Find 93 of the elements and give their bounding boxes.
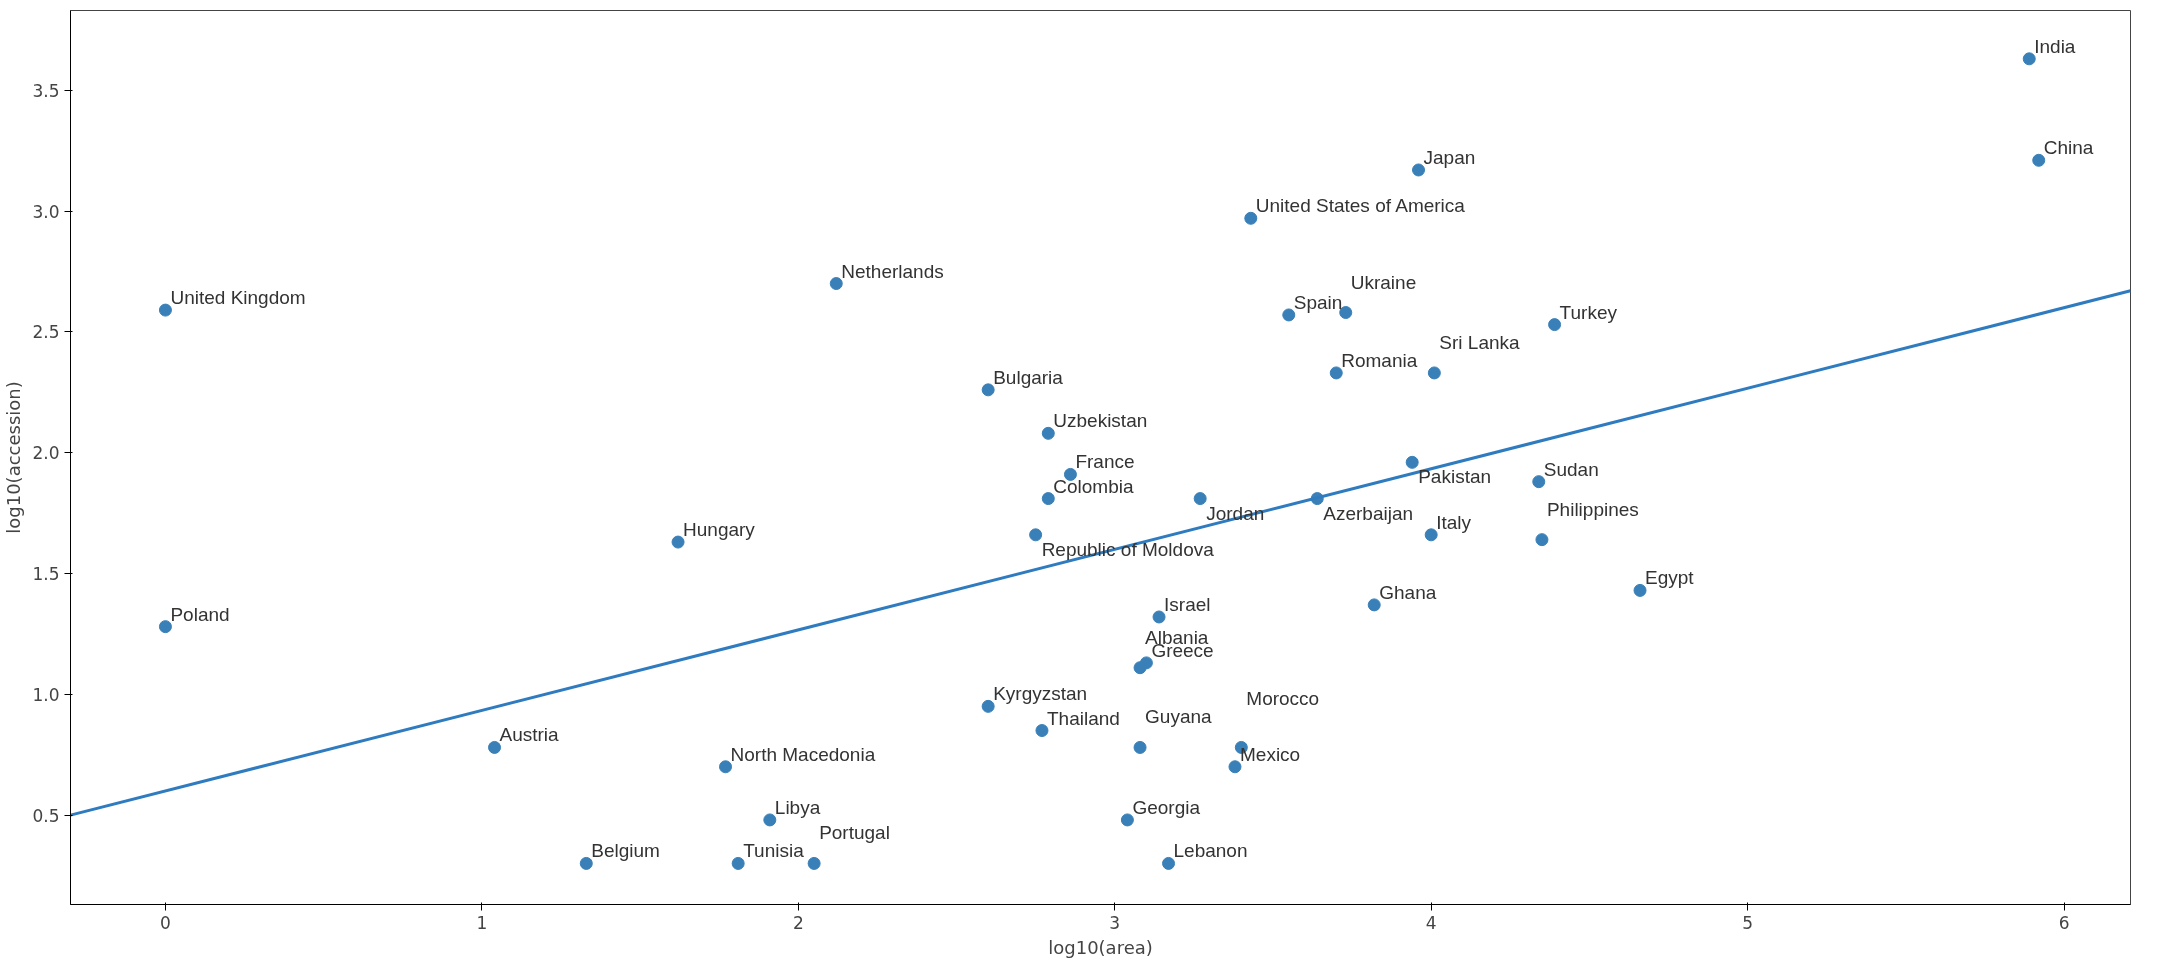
point <box>981 383 995 397</box>
annotation: Guyana <box>1145 706 1213 728</box>
annotation: Azerbaijan <box>1323 502 1414 524</box>
annotation: Portugal <box>819 822 890 844</box>
annotation: Colombia <box>1053 475 1134 497</box>
annotation: Sri Lanka <box>1439 331 1521 353</box>
x-tick-label: 5 <box>1742 912 1754 933</box>
annotation: Philippines <box>1546 498 1639 520</box>
point <box>1367 598 1381 612</box>
point <box>1120 813 1134 827</box>
annotation: Georgia <box>1132 796 1201 818</box>
annotation: Hungary <box>683 519 756 541</box>
y-tick-label: 2.0 <box>32 443 60 464</box>
annotation: Uzbekistan <box>1053 410 1148 432</box>
y-tick-label: 1.5 <box>32 563 60 584</box>
point <box>1133 661 1147 675</box>
annotation: Turkey <box>1559 301 1618 323</box>
annotation: Morocco <box>1246 688 1320 710</box>
annotation: China <box>2043 137 2094 159</box>
annotation: Bulgaria <box>993 366 1064 388</box>
point <box>807 856 821 870</box>
point <box>2022 52 2036 66</box>
annotation: Libya <box>774 796 821 818</box>
point <box>1228 760 1242 774</box>
point <box>1244 211 1258 225</box>
y-tick-label: 3.0 <box>32 201 60 222</box>
x-axis-title: log10(area) <box>1048 936 1153 958</box>
point <box>731 856 745 870</box>
point <box>1535 533 1549 547</box>
point <box>579 856 593 870</box>
point <box>1339 306 1353 320</box>
point <box>1548 318 1562 332</box>
x-tick-label: 0 <box>160 912 171 933</box>
annotation: Sudan <box>1543 458 1599 480</box>
point <box>158 620 172 634</box>
point <box>1162 856 1176 870</box>
point <box>1405 455 1419 469</box>
annotation: Netherlands <box>841 260 944 282</box>
annotation: Mexico <box>1239 743 1301 765</box>
point <box>1633 583 1647 597</box>
annotation: Thailand <box>1046 707 1120 729</box>
point <box>1041 426 1055 440</box>
annotation: Romania <box>1341 349 1418 371</box>
annotation: Tunisia <box>743 840 805 862</box>
annotation: Spain <box>1293 291 1343 313</box>
annotation: Pakistan <box>1418 466 1492 488</box>
y-tick-label: 2.5 <box>32 322 60 343</box>
point <box>1133 740 1147 754</box>
point <box>1532 475 1546 489</box>
annotation: Egypt <box>1645 567 1695 589</box>
point <box>2032 153 2046 167</box>
point <box>671 535 685 549</box>
point <box>1424 528 1438 542</box>
annotation: France <box>1075 451 1135 473</box>
annotation: Ukraine <box>1350 271 1417 293</box>
point <box>1035 724 1049 738</box>
point <box>488 740 502 754</box>
y-tick-label: 1.0 <box>32 684 60 705</box>
annotation: United Kingdom <box>170 287 306 309</box>
y-tick-label: 0.5 <box>32 805 60 826</box>
point <box>719 760 733 774</box>
annotation: Israel <box>1164 593 1211 615</box>
annotation: Lebanon <box>1173 840 1248 862</box>
annotation: Italy <box>1436 511 1472 533</box>
annotation: North Macedonia <box>730 743 876 765</box>
annotation: Belgium <box>591 840 660 862</box>
x-tick-label: 3 <box>1109 912 1121 933</box>
point <box>1041 492 1055 506</box>
y-axis-title: log10(accession) <box>3 381 25 534</box>
y-tick-label: 3.5 <box>32 80 60 101</box>
annotation: United States of America <box>1255 195 1466 217</box>
annotation: Austria <box>499 724 560 746</box>
annotation: Kyrgyzstan <box>993 683 1088 705</box>
x-tick-label: 4 <box>1425 912 1437 933</box>
x-tick-label: 2 <box>792 912 804 933</box>
point <box>1063 467 1077 481</box>
point <box>1152 610 1166 624</box>
point <box>1282 308 1296 322</box>
point <box>1427 366 1441 380</box>
point <box>829 277 843 291</box>
annotation: India <box>2034 35 2076 57</box>
annotation: Japan <box>1423 146 1476 168</box>
x-tick-label: 6 <box>2058 912 2070 933</box>
point <box>763 813 777 827</box>
point <box>1412 163 1426 177</box>
point <box>1193 492 1207 506</box>
point <box>981 699 995 713</box>
annotation: Ghana <box>1379 581 1437 603</box>
annotation: Poland <box>170 603 230 625</box>
point <box>1029 528 1043 542</box>
x-tick-label: 1 <box>476 912 488 933</box>
point <box>158 303 172 317</box>
point <box>1329 366 1343 380</box>
